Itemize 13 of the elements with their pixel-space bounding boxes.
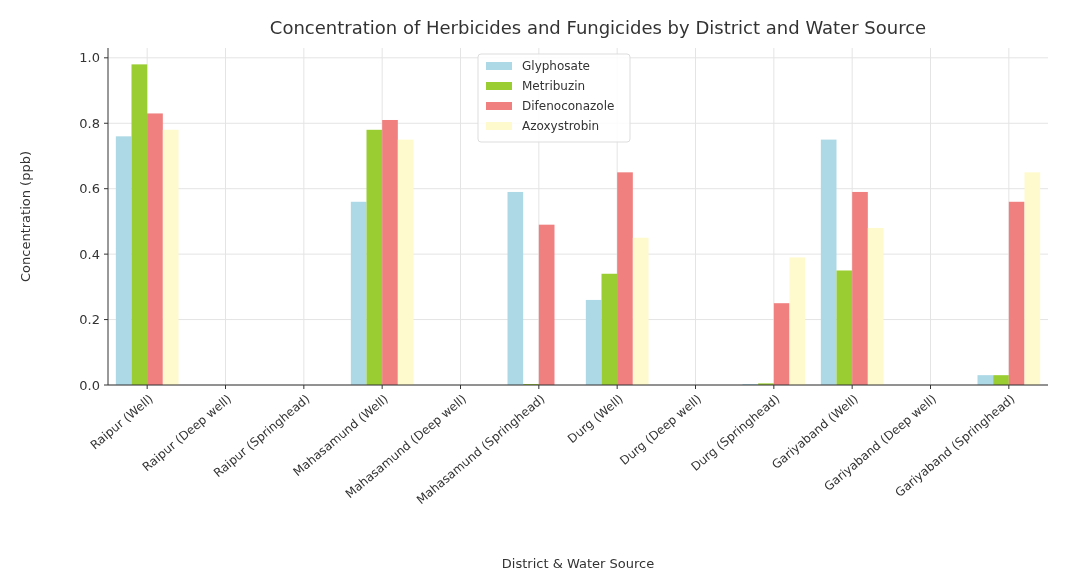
y-tick-label: 1.0 — [79, 50, 100, 66]
legend-label: Metribuzin — [522, 79, 586, 94]
y-tick-label: 0.8 — [79, 115, 100, 131]
x-axis-title: District & Water Source — [501, 556, 655, 568]
y-tick-label: 0.4 — [79, 246, 100, 262]
y-tick-label: 0.0 — [79, 377, 100, 393]
y-tick-label: 0.6 — [79, 181, 100, 197]
chart-title: Concentration of Herbicides and Fungicides by District and Water Source — [269, 17, 927, 38]
legend-label: Glyphosate — [522, 59, 590, 74]
y-axis-title: Concentration (ppb) — [18, 151, 33, 282]
legend-label: Azoxystrobin — [522, 119, 600, 134]
legend-label: Difenoconazole — [522, 99, 615, 114]
y-tick-label: 0.2 — [79, 312, 100, 328]
